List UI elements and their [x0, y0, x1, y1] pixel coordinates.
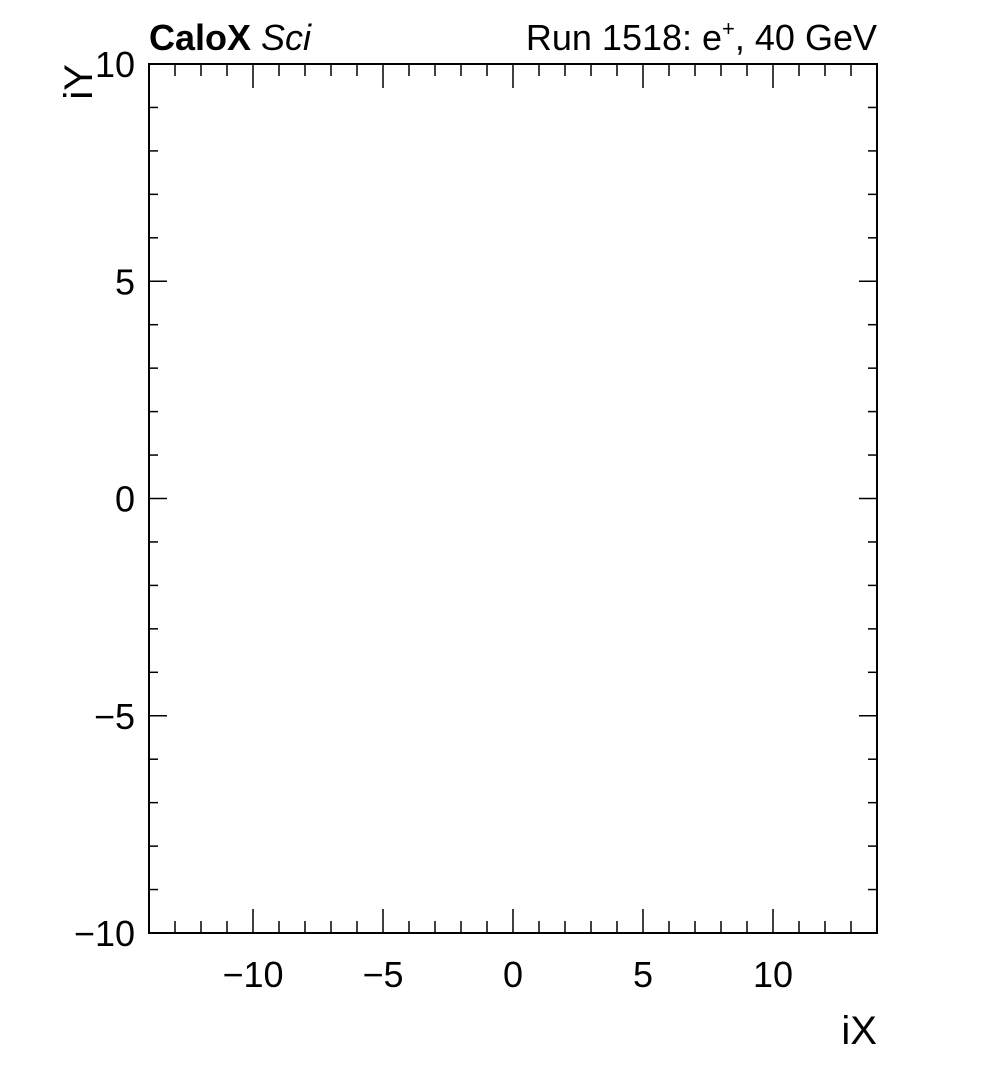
x-tick-label: 5: [633, 954, 653, 995]
y-tick-label: −10: [74, 913, 135, 954]
x-tick-label: −5: [362, 954, 403, 995]
y-tick-label: 0: [115, 479, 135, 520]
run-label: Run 1518: e+, 40 GeV: [526, 16, 877, 58]
y-tick-label: 5: [115, 261, 135, 302]
x-tick-label: −10: [222, 954, 283, 995]
y-tick-label: 10: [95, 44, 135, 85]
x-tick-label: 10: [753, 954, 793, 995]
y-axis-title: iY: [57, 64, 101, 100]
experiment-label: CaloX Sci: [149, 17, 312, 58]
x-axis-title: iX: [841, 1009, 877, 1053]
x-tick-label: 0: [503, 954, 523, 995]
y-tick-label: −5: [94, 696, 135, 737]
plot-frame: [148, 63, 878, 934]
